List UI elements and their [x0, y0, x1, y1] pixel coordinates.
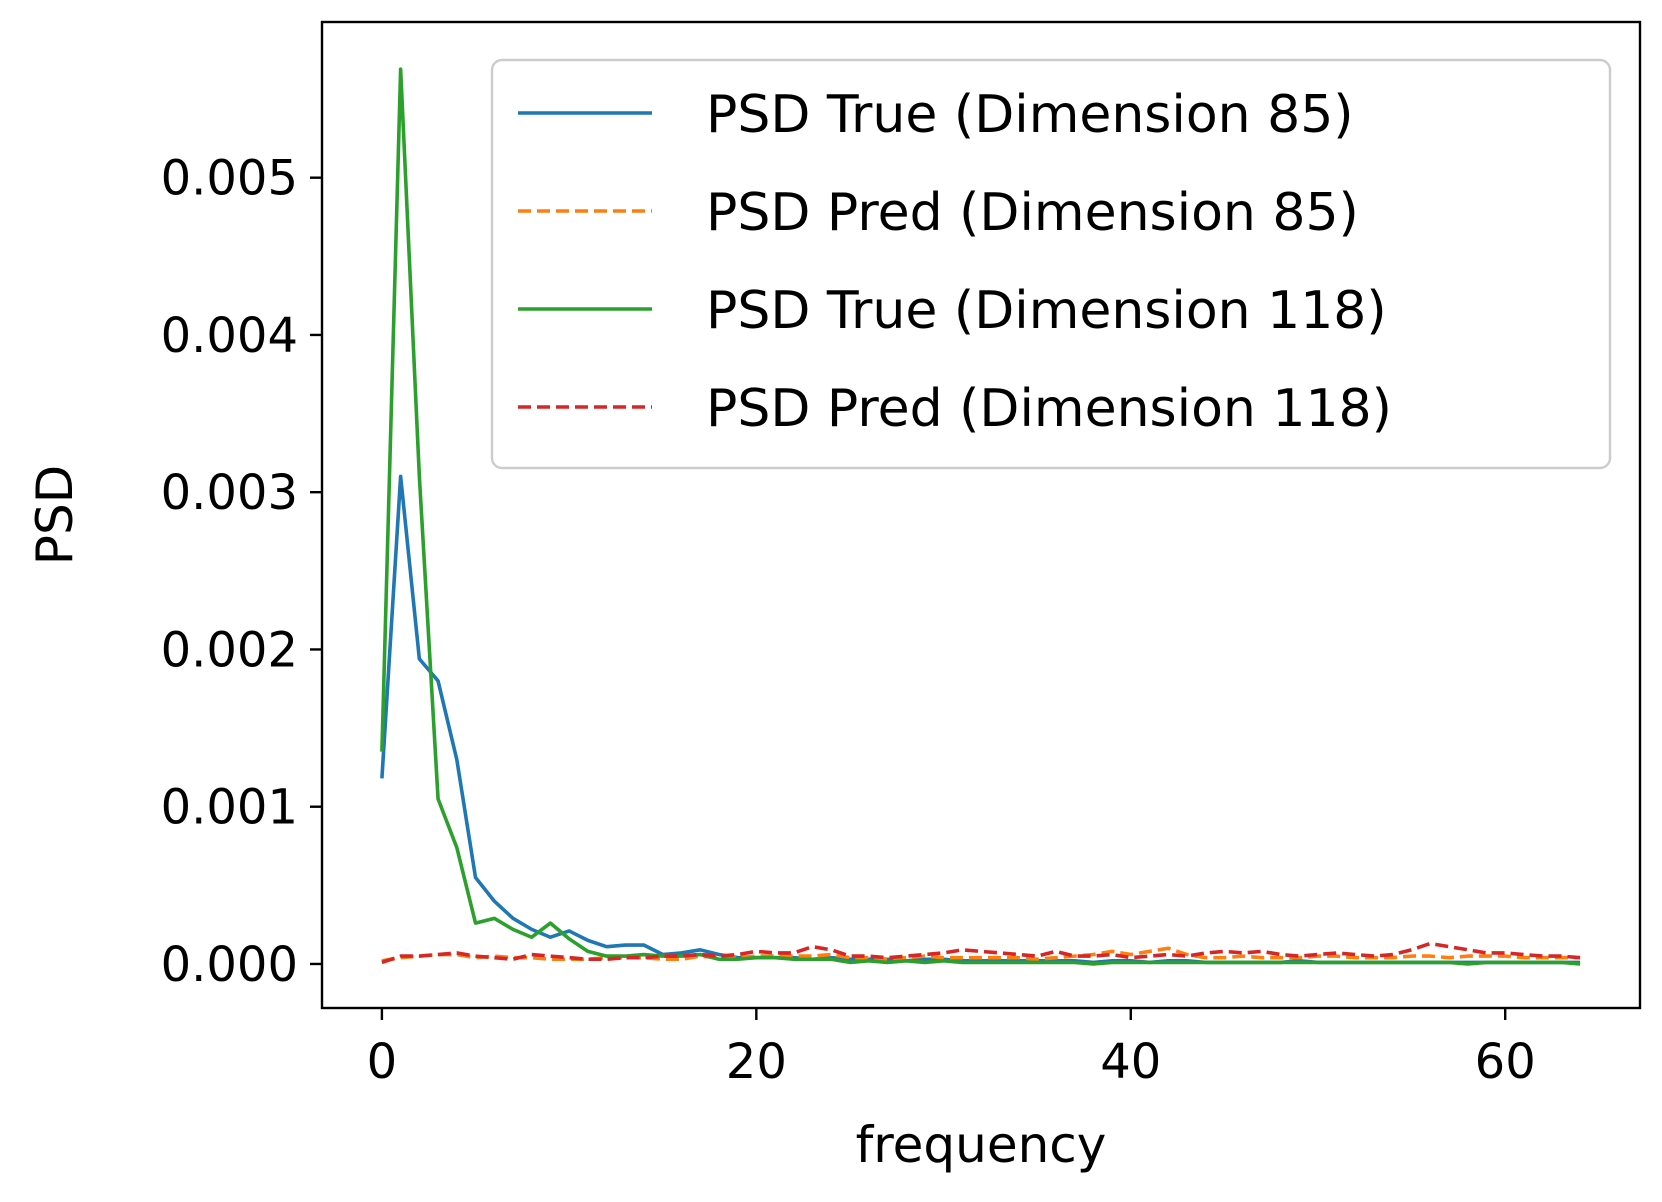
x-tick-label: 40: [1100, 1034, 1161, 1090]
legend-label: PSD True (Dimension 118): [706, 281, 1387, 341]
x-tick-label: 20: [726, 1034, 787, 1090]
legend-box: [490, 58, 1612, 470]
legend-label: PSD Pred (Dimension 118): [706, 379, 1392, 439]
series-line-4: [381, 941, 1581, 965]
y-axis-label: PSD: [26, 465, 84, 565]
y-tick-label: 0.000: [161, 937, 298, 993]
series-layer: [380, 67, 1581, 966]
y-axis-ticks: 0.000 0.001 0.002 0.003 0.004 0.005: [161, 151, 322, 993]
y-tick-label: 0.004: [161, 308, 298, 364]
plot-frame: [320, 20, 1642, 1010]
x-tick-label: 0: [367, 1034, 398, 1090]
y-tick-label: 0.001: [161, 780, 298, 836]
y-tick-label: 0.005: [161, 151, 298, 207]
legend-label: PSD True (Dimension 85): [706, 85, 1354, 145]
series-line-3: [380, 67, 1581, 966]
x-axis-ticks: 0 20 40 60: [367, 1008, 1536, 1090]
y-tick-label: 0.002: [161, 622, 298, 678]
legend-label: PSD Pred (Dimension 85): [706, 183, 1359, 243]
legend-items: PSD True (Dimension 85) PSD Pred (Dimensi…: [518, 85, 1392, 439]
x-tick-label: 60: [1475, 1034, 1536, 1090]
y-tick-label: 0.003: [161, 465, 298, 521]
legend: PSD True (Dimension 85) PSD Pred (Dimensi…: [490, 58, 1612, 470]
x-axis-label: frequency: [856, 1116, 1107, 1174]
